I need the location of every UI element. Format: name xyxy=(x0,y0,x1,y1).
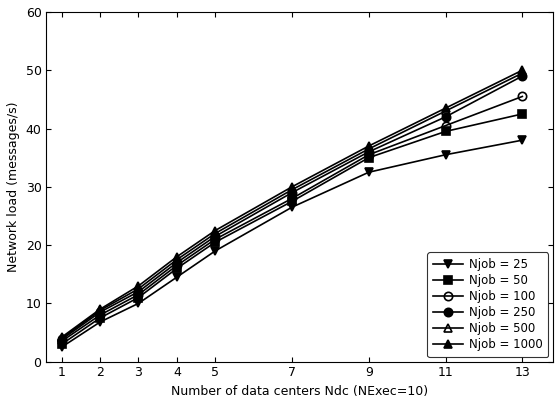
Njob = 500 xyxy=(288,187,295,192)
Njob = 50 xyxy=(212,240,218,245)
Njob = 250 xyxy=(442,115,449,119)
Njob = 500 xyxy=(58,336,65,341)
Line: Njob = 25: Njob = 25 xyxy=(58,136,526,351)
Line: Njob = 500: Njob = 500 xyxy=(58,69,526,343)
Njob = 25 xyxy=(212,249,218,254)
Njob = 25 xyxy=(366,170,372,175)
Njob = 1000 xyxy=(519,68,526,72)
Njob = 250 xyxy=(135,289,142,294)
Y-axis label: Network load (messages/s): Network load (messages/s) xyxy=(7,102,20,272)
Njob = 500 xyxy=(519,71,526,76)
Njob = 50 xyxy=(442,129,449,134)
Njob = 500 xyxy=(366,147,372,151)
Njob = 500 xyxy=(135,286,142,291)
Njob = 250 xyxy=(174,260,180,265)
X-axis label: Number of data centers Ndc (NExec=10): Number of data centers Ndc (NExec=10) xyxy=(171,385,428,398)
Njob = 50 xyxy=(135,295,142,300)
Njob = 25 xyxy=(519,138,526,143)
Njob = 1000 xyxy=(135,284,142,288)
Njob = 25 xyxy=(97,320,104,324)
Line: Njob = 100: Njob = 100 xyxy=(58,92,526,345)
Njob = 500 xyxy=(212,231,218,236)
Njob = 1000 xyxy=(366,143,372,148)
Line: Njob = 50: Njob = 50 xyxy=(58,110,526,348)
Legend: Njob = 25, Njob = 50, Njob = 100, Njob = 250, Njob = 500, Njob = 1000: Njob = 25, Njob = 50, Njob = 100, Njob =… xyxy=(427,252,548,357)
Njob = 25 xyxy=(288,205,295,210)
Njob = 100 xyxy=(97,313,104,318)
Njob = 1000 xyxy=(212,228,218,233)
Njob = 500 xyxy=(442,109,449,113)
Njob = 250 xyxy=(58,337,65,342)
Njob = 1000 xyxy=(174,254,180,259)
Njob = 25 xyxy=(442,152,449,157)
Njob = 25 xyxy=(58,345,65,350)
Njob = 50 xyxy=(288,199,295,204)
Njob = 50 xyxy=(519,111,526,116)
Njob = 250 xyxy=(519,74,526,79)
Njob = 100 xyxy=(174,263,180,268)
Njob = 25 xyxy=(174,275,180,279)
Njob = 1000 xyxy=(58,335,65,339)
Njob = 100 xyxy=(58,339,65,344)
Line: Njob = 250: Njob = 250 xyxy=(58,72,526,344)
Njob = 100 xyxy=(288,196,295,201)
Njob = 100 xyxy=(519,94,526,99)
Njob = 1000 xyxy=(288,184,295,189)
Njob = 50 xyxy=(97,315,104,320)
Njob = 100 xyxy=(135,292,142,297)
Njob = 1000 xyxy=(442,106,449,111)
Njob = 50 xyxy=(174,266,180,271)
Njob = 25 xyxy=(135,301,142,306)
Njob = 250 xyxy=(212,234,218,239)
Njob = 500 xyxy=(174,257,180,262)
Njob = 50 xyxy=(58,342,65,347)
Njob = 1000 xyxy=(97,307,104,311)
Njob = 100 xyxy=(366,152,372,157)
Njob = 500 xyxy=(97,308,104,313)
Line: Njob = 1000: Njob = 1000 xyxy=(58,66,526,341)
Njob = 100 xyxy=(442,123,449,128)
Njob = 250 xyxy=(97,310,104,315)
Njob = 250 xyxy=(288,190,295,195)
Njob = 50 xyxy=(366,155,372,160)
Njob = 100 xyxy=(212,237,218,242)
Njob = 250 xyxy=(366,149,372,154)
